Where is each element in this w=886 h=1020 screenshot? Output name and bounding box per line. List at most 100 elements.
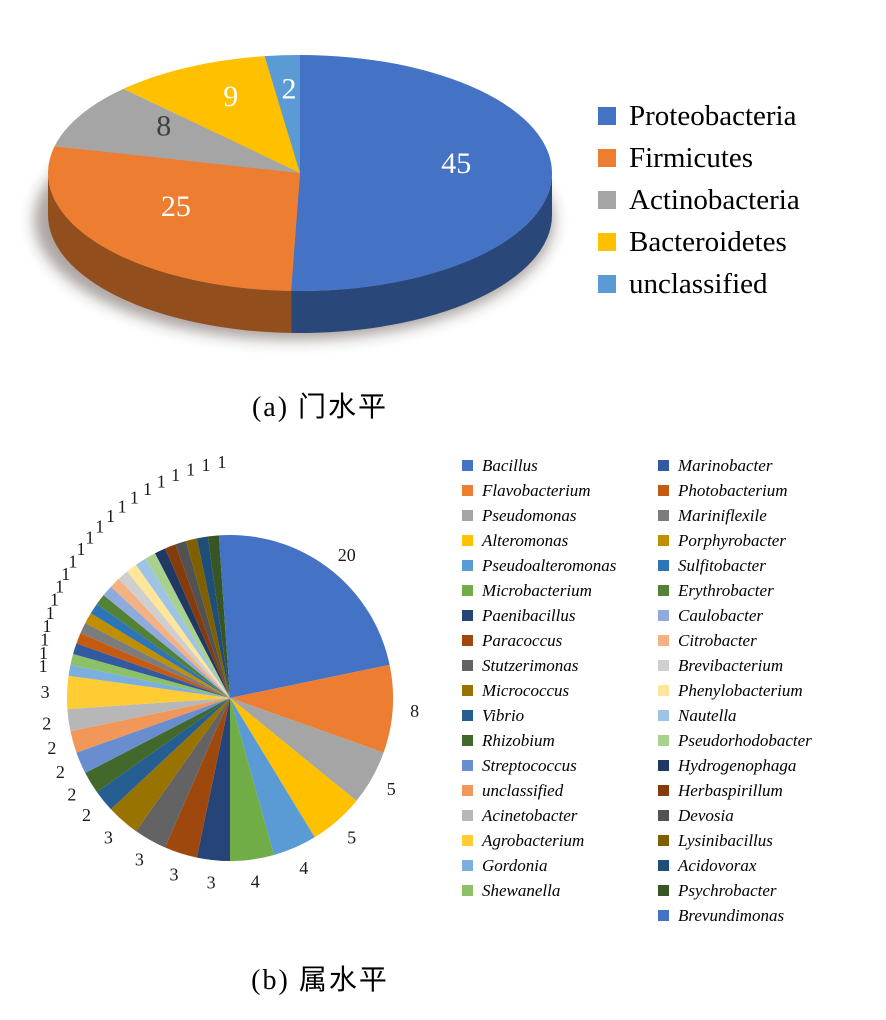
legend-item-Pseudomonas[interactable]: Pseudomonas xyxy=(462,503,658,528)
pie-slice-Gordonia[interactable] xyxy=(68,664,230,698)
pie-slice-Rhizobium[interactable] xyxy=(85,698,230,792)
legend-item-Nautella[interactable]: Nautella xyxy=(658,703,812,728)
legend-item-Streptococcus[interactable]: Streptococcus xyxy=(462,753,658,778)
pie-slice-Hydrogenophaga[interactable] xyxy=(155,548,230,698)
legend-column: Marinobacter Photobacterium Mariniflexile P… xyxy=(658,453,812,928)
pie-slice-Stutzerimonas[interactable] xyxy=(136,698,230,848)
pie-slice-Alteromonas[interactable] xyxy=(230,698,357,838)
pie-slice-Micrococcus[interactable] xyxy=(110,698,230,832)
pie-slice-Acidovorax[interactable] xyxy=(196,536,230,698)
legend-item-Pseudorhodobacter[interactable]: Pseudorhodobacter xyxy=(658,728,812,753)
legend-swatch-icon xyxy=(462,735,473,746)
pie-slice-Agrobacterium[interactable] xyxy=(67,675,230,710)
legend-item-Psychrobacter[interactable]: Psychrobacter xyxy=(658,878,812,903)
legend-item-Caulobacter[interactable]: Caulobacter xyxy=(658,603,812,628)
pie-slice-Porphyrobacter[interactable] xyxy=(85,613,230,698)
legend-item-Devosia[interactable]: Devosia xyxy=(658,803,812,828)
pie-slice-Firmicutes[interactable] xyxy=(48,146,300,291)
legend-item-unclassified[interactable]: unclassified xyxy=(462,778,658,803)
pie-slice-Psychrobacter[interactable] xyxy=(207,535,230,698)
legend-item-Shewanella[interactable]: Shewanella xyxy=(462,878,658,903)
pie-slice-Brevundimonas[interactable] xyxy=(218,535,230,698)
legend-label: Porphyrobacter xyxy=(678,531,786,550)
pie-slice-Pseudoalteromonas[interactable] xyxy=(230,698,315,855)
legend-item-Proteobacteria[interactable]: Proteobacteria xyxy=(598,95,800,137)
pie-slice-Bacillus[interactable] xyxy=(230,535,390,698)
pie-slice-Paracoccus[interactable] xyxy=(165,698,230,858)
legend-item-Firmicutes[interactable]: Firmicutes xyxy=(598,137,800,179)
legend-item-Stutzerimonas[interactable]: Stutzerimonas xyxy=(462,653,658,678)
pie-slice-Bacteroidetes[interactable] xyxy=(123,56,300,174)
legend-item-Sulfitobacter[interactable]: Sulfitobacter xyxy=(658,553,812,578)
pie-slice-unclassified[interactable] xyxy=(264,55,300,173)
legend-swatch-icon xyxy=(658,860,669,871)
legend-item-Herbaspirillum[interactable]: Herbaspirillum xyxy=(658,778,812,803)
legend-item-Erythrobacter[interactable]: Erythrobacter xyxy=(658,578,812,603)
pie-slice-Erythrobacter[interactable] xyxy=(96,595,230,698)
legend-item-Vibrio[interactable]: Vibrio xyxy=(462,703,658,728)
legend-item-Rhizobium[interactable]: Rhizobium xyxy=(462,728,658,753)
legend-item-Bacteroidetes[interactable]: Bacteroidetes xyxy=(598,221,800,263)
pie-slice-Pseudomonas[interactable] xyxy=(230,698,384,801)
legend-label: Streptococcus xyxy=(482,756,577,775)
legend-item-Alteromonas[interactable]: Alteromonas xyxy=(462,528,658,553)
legend-item-Mariniflexile[interactable]: Mariniflexile xyxy=(658,503,812,528)
legend-label: Gordonia xyxy=(482,856,548,875)
legend-item-Paenibacillus[interactable]: Paenibacillus xyxy=(462,603,658,628)
legend-item-Porphyrobacter[interactable]: Porphyrobacter xyxy=(658,528,812,553)
legend-item-Citrobacter[interactable]: Citrobacter xyxy=(658,628,812,653)
pie-slice-Streptococcus[interactable] xyxy=(76,698,230,773)
legend-item-Brevibacterium[interactable]: Brevibacterium xyxy=(658,653,812,678)
pie-slice-Herbaspirillum[interactable] xyxy=(165,544,230,698)
legend-item-Bacillus[interactable]: Bacillus xyxy=(462,453,658,478)
legend-label: Alteromonas xyxy=(482,531,569,550)
legend-item-Lysinibacillus[interactable]: Lysinibacillus xyxy=(658,828,812,853)
pie-slice-Nautella[interactable] xyxy=(136,558,230,698)
pie-slice-Mariniflexile[interactable] xyxy=(80,623,230,698)
pie-slice-Phenylobacterium[interactable] xyxy=(127,564,230,698)
pie-slice-Vibrio[interactable] xyxy=(96,698,230,810)
legend-item-Paracoccus[interactable]: Paracoccus xyxy=(462,628,658,653)
legend-swatch-icon xyxy=(462,535,473,546)
legend-item-Micrococcus[interactable]: Micrococcus xyxy=(462,678,658,703)
legend-item-Microbacterium[interactable]: Microbacterium xyxy=(462,578,658,603)
pie-slice-Paenibacillus[interactable] xyxy=(196,698,230,861)
legend-item-Flavobacterium[interactable]: Flavobacterium xyxy=(462,478,658,503)
legend-item-Actinobacteria[interactable]: Actinobacteria xyxy=(598,179,800,221)
pie-slice-Proteobacteria[interactable] xyxy=(291,55,553,291)
pie-slice-Brevibacterium[interactable] xyxy=(118,571,230,698)
legend-item-Gordonia[interactable]: Gordonia xyxy=(462,853,658,878)
legend-item-Hydrogenophaga[interactable]: Hydrogenophaga xyxy=(658,753,812,778)
pie-slice-Microbacterium[interactable] xyxy=(230,698,274,861)
legend-swatch-icon xyxy=(462,810,473,821)
pie-slice-Shewanella[interactable] xyxy=(70,654,230,698)
pie-slice-Lysinibacillus[interactable] xyxy=(186,538,230,698)
pie-slice-Flavobacterium[interactable] xyxy=(230,664,393,753)
pie-slice-Caulobacter[interactable] xyxy=(103,586,230,698)
legend-label: Photobacterium xyxy=(678,481,788,500)
legend-item-unclassified[interactable]: unclassified xyxy=(598,263,800,305)
legend-swatch-icon xyxy=(658,710,669,721)
data-label-Photobacterium: 1 xyxy=(43,616,52,636)
pie-slice-Acinetobacter[interactable] xyxy=(67,698,230,732)
pie-slice-Pseudorhodobacter[interactable] xyxy=(145,553,230,698)
pie-slice-Citrobacter[interactable] xyxy=(110,578,230,698)
legend-item-Acidovorax[interactable]: Acidovorax xyxy=(658,853,812,878)
pie-slice-side-Firmicutes xyxy=(48,173,292,333)
legend-item-Photobacterium[interactable]: Photobacterium xyxy=(658,478,812,503)
legend-label: Erythrobacter xyxy=(678,581,774,600)
legend-item-Brevundimonas[interactable]: Brevundimonas xyxy=(658,903,812,928)
pie-slice-Devosia[interactable] xyxy=(175,541,230,698)
data-label-Paracoccus: 3 xyxy=(170,865,179,885)
pie-slice-Marinobacter[interactable] xyxy=(73,643,230,698)
legend-item-Phenylobacterium[interactable]: Phenylobacterium xyxy=(658,678,812,703)
pie-slice-Actinobacteria[interactable] xyxy=(54,88,300,173)
legend-item-Acinetobacter[interactable]: Acinetobacter xyxy=(462,803,658,828)
legend-item-Marinobacter[interactable]: Marinobacter xyxy=(658,453,812,478)
pie-slice-Sulfitobacter[interactable] xyxy=(90,604,230,698)
legend-item-Agrobacterium[interactable]: Agrobacterium xyxy=(462,828,658,853)
legend-item-Pseudoalteromonas[interactable]: Pseudoalteromonas xyxy=(462,553,658,578)
pie-slice-unclassified[interactable] xyxy=(70,698,230,753)
data-label-Bacillus: 20 xyxy=(338,545,356,565)
pie-slice-Photobacterium[interactable] xyxy=(76,633,230,698)
